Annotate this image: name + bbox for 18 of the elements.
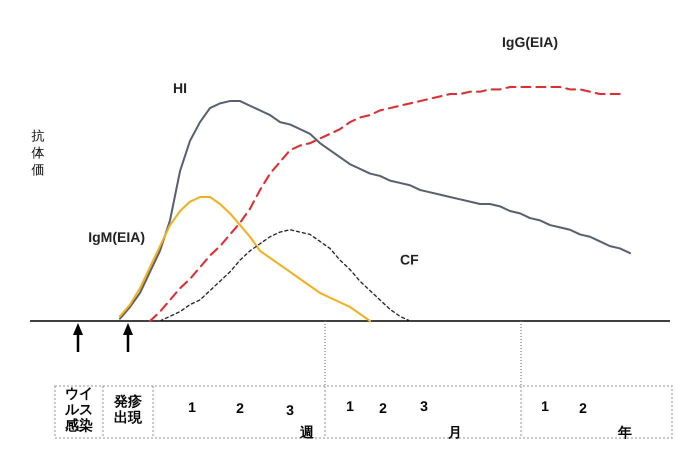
text: CF bbox=[400, 252, 420, 268]
text: 年 bbox=[617, 424, 632, 440]
text: 2 bbox=[236, 400, 244, 416]
series-label: IgM(EIA) bbox=[88, 228, 145, 245]
text: 1 bbox=[188, 399, 196, 415]
text: 発疹出現 bbox=[113, 393, 143, 425]
text: IgG(EIA) bbox=[502, 34, 558, 50]
text: 3 bbox=[286, 402, 294, 418]
text: ウイルス感染 bbox=[64, 385, 93, 433]
y-axis-title: 抗体価 bbox=[32, 128, 44, 177]
text: 週 bbox=[299, 424, 315, 440]
text: 3 bbox=[420, 398, 428, 414]
text: 1 bbox=[346, 398, 354, 414]
series-label: HI bbox=[173, 80, 187, 96]
text: 1 bbox=[541, 398, 550, 414]
text: 2 bbox=[579, 400, 588, 416]
text: 月 bbox=[447, 424, 462, 440]
text: 2 bbox=[379, 400, 388, 416]
